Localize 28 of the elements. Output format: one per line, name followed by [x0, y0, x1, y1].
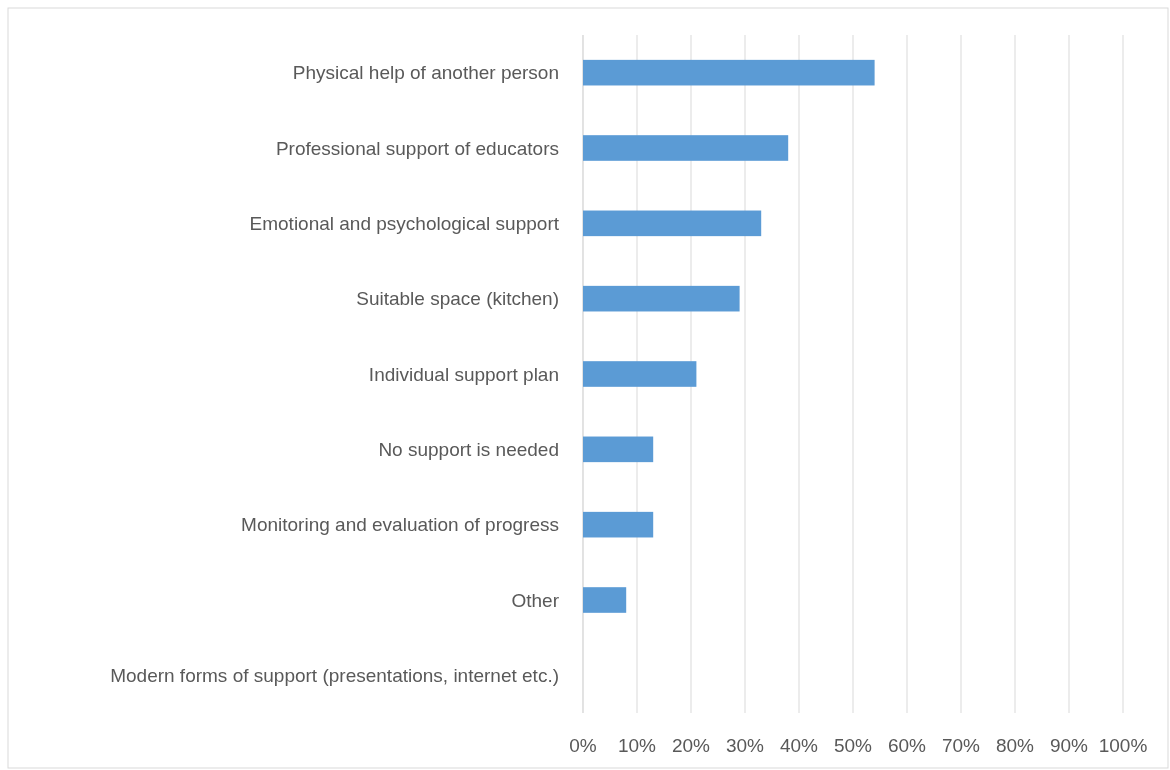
x-tick-label: 70% [941, 734, 981, 756]
y-tick-label: Individual support plan [368, 363, 559, 385]
x-tick-label: 0% [569, 734, 597, 756]
bar [583, 361, 697, 387]
bar [583, 59, 875, 86]
bar [583, 436, 654, 463]
y-tick-label: Emotional and psychological support [249, 212, 560, 234]
x-tick-label: 40% [779, 734, 819, 756]
y-tick-label: Other [511, 589, 560, 611]
x-tick-label: 90% [1049, 734, 1089, 756]
y-tick-label: Professional support of educators [275, 137, 559, 159]
bar [583, 285, 740, 312]
x-tick-label: 30% [725, 734, 765, 756]
x-tick-label: 50% [833, 734, 873, 756]
x-tick-label: 10% [617, 734, 657, 756]
y-tick-label: Physical help of another person [292, 62, 559, 84]
bar [583, 135, 789, 161]
x-tick-label: 100% [1098, 734, 1148, 756]
y-tick-label: Modern forms of support (presentations, internet etc.) [110, 664, 559, 686]
x-tick-label: 20% [671, 734, 711, 756]
bar [583, 210, 762, 237]
y-tick-label: No support is needed [378, 438, 559, 460]
bar [583, 511, 654, 538]
y-tick-label: Suitable space (kitchen) [356, 288, 559, 310]
x-tick-label: 80% [995, 734, 1035, 756]
y-tick-label: Monitoring and evaluation of progress [241, 514, 559, 536]
x-tick-label: 60% [887, 734, 927, 756]
bar [583, 587, 627, 613]
